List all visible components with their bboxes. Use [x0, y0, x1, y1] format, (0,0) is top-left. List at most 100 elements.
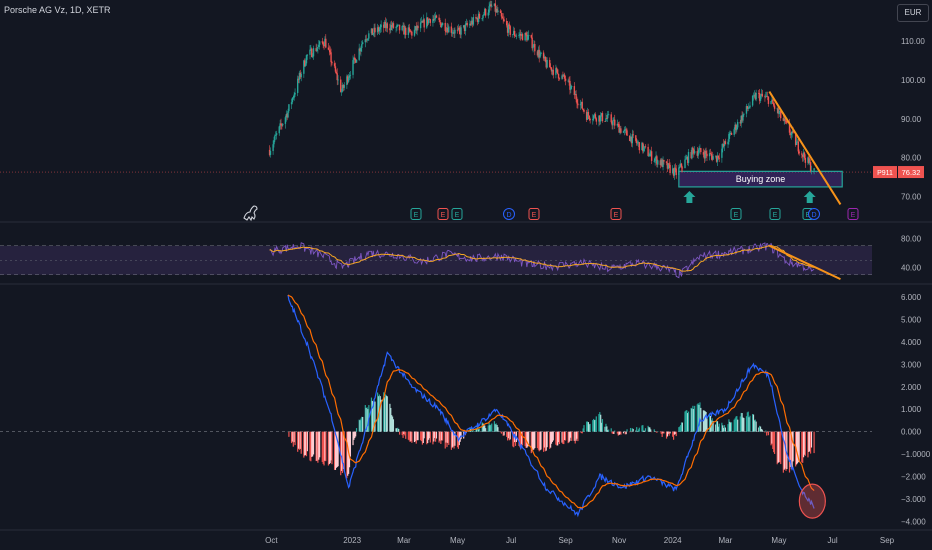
macd-histogram-bar	[439, 431, 441, 441]
candle-body	[684, 159, 686, 168]
event-marker-label: E	[441, 212, 446, 219]
candle-body	[675, 168, 677, 176]
candle-body	[465, 22, 468, 25]
macd-histogram-bar	[392, 419, 395, 432]
candle-body	[416, 25, 418, 31]
macd-histogram-bar	[661, 431, 663, 437]
candle-body	[693, 149, 695, 154]
macd-histogram-bar	[798, 431, 800, 462]
macd-histogram-bar	[588, 424, 590, 432]
macd-histogram-bar	[471, 430, 474, 432]
macd-histogram-bar	[735, 416, 737, 432]
candle-body	[491, 5, 493, 7]
macd-histogram-bar	[312, 431, 314, 457]
arrow-up-icon-right	[803, 191, 816, 203]
macd-histogram-bar	[549, 431, 551, 449]
candle-body	[607, 114, 610, 116]
candle-body	[376, 27, 379, 33]
candle-body	[500, 13, 503, 17]
candle-body	[743, 113, 745, 115]
macd-histogram-bar	[476, 429, 478, 432]
macd-axis-tick: 6.000	[901, 293, 922, 302]
macd-histogram-bar	[679, 426, 681, 432]
macd-histogram-bar	[643, 430, 645, 432]
candle-body	[710, 153, 713, 156]
candle-body	[643, 147, 645, 152]
candle-body	[317, 46, 319, 49]
macd-axis-tick: 2.000	[901, 383, 922, 392]
macd-histogram-bar	[532, 431, 534, 451]
time-axis-tick: Mar	[397, 536, 411, 545]
candle-body	[715, 155, 718, 162]
macd-histogram-bar	[593, 420, 596, 432]
candle-body	[708, 153, 711, 157]
candle-body	[745, 106, 748, 114]
candle-body	[297, 78, 300, 80]
macd-histogram-bar	[709, 415, 712, 432]
candle-body	[703, 154, 706, 159]
macd-histogram-bar	[390, 407, 392, 432]
macd-histogram-bar	[543, 431, 546, 448]
candle-body	[616, 123, 619, 126]
macd-histogram-bar	[385, 395, 387, 432]
candle-body	[508, 24, 511, 27]
candle-body	[411, 31, 413, 36]
candle-body	[506, 20, 508, 26]
macd-histogram-bar	[783, 431, 785, 470]
candle-body	[293, 94, 295, 98]
candle-body	[716, 155, 719, 162]
candle-body	[470, 23, 472, 25]
candle-body	[354, 57, 356, 60]
candle-body	[642, 142, 644, 152]
candle-body	[546, 59, 548, 68]
candle-body	[383, 21, 386, 28]
macd-histogram-bar	[600, 414, 602, 432]
macd-histogram-bar	[383, 392, 385, 432]
macd-histogram-bar	[438, 431, 440, 443]
candle-body	[612, 121, 614, 126]
macd-histogram-bar	[435, 431, 438, 439]
candle-body	[330, 52, 332, 63]
candle-body	[300, 73, 302, 78]
candle-body	[503, 19, 505, 21]
candle-body	[466, 22, 468, 26]
macd-histogram-bar	[489, 425, 491, 432]
macd-histogram-bar	[696, 404, 698, 432]
candle-body	[420, 21, 423, 23]
earnings-marker	[437, 208, 449, 220]
macd-histogram-bar	[808, 431, 810, 452]
candle-body	[573, 86, 576, 96]
candle-body	[556, 69, 559, 74]
candle-body	[525, 32, 527, 35]
macd-histogram-bar	[297, 431, 299, 452]
macd-histogram-bar	[442, 431, 444, 441]
macd-histogram-bar	[327, 431, 330, 466]
macd-histogram-bar	[508, 431, 510, 441]
candle-body	[567, 80, 569, 82]
macd-histogram-bar	[360, 418, 362, 432]
macd-histogram-bar	[352, 431, 354, 446]
candle-body	[679, 163, 682, 167]
candle-body	[355, 59, 358, 63]
macd-histogram-bar	[364, 405, 366, 432]
macd-histogram-bar	[571, 431, 573, 441]
macd-histogram-bar	[734, 418, 736, 432]
macd-histogram-bar	[636, 431, 639, 433]
macd-histogram-bar	[813, 431, 815, 454]
macd-histogram-bar	[287, 431, 289, 433]
macd-histogram-bar	[346, 431, 348, 479]
macd-histogram-bar	[587, 422, 589, 432]
macd-histogram-bar	[636, 427, 638, 432]
macd-histogram-bar	[485, 428, 487, 432]
candle-body	[782, 118, 785, 121]
currency-button[interactable]: EUR	[897, 4, 929, 22]
macd-histogram-bar	[446, 431, 448, 448]
candle-body	[331, 62, 333, 64]
candle-body	[576, 99, 578, 104]
candle-body	[481, 18, 483, 19]
macd-histogram-bar	[482, 423, 484, 432]
macd-histogram-bar	[791, 431, 793, 468]
macd-histogram-bar	[727, 424, 729, 432]
macd-histogram-bar	[329, 431, 331, 464]
